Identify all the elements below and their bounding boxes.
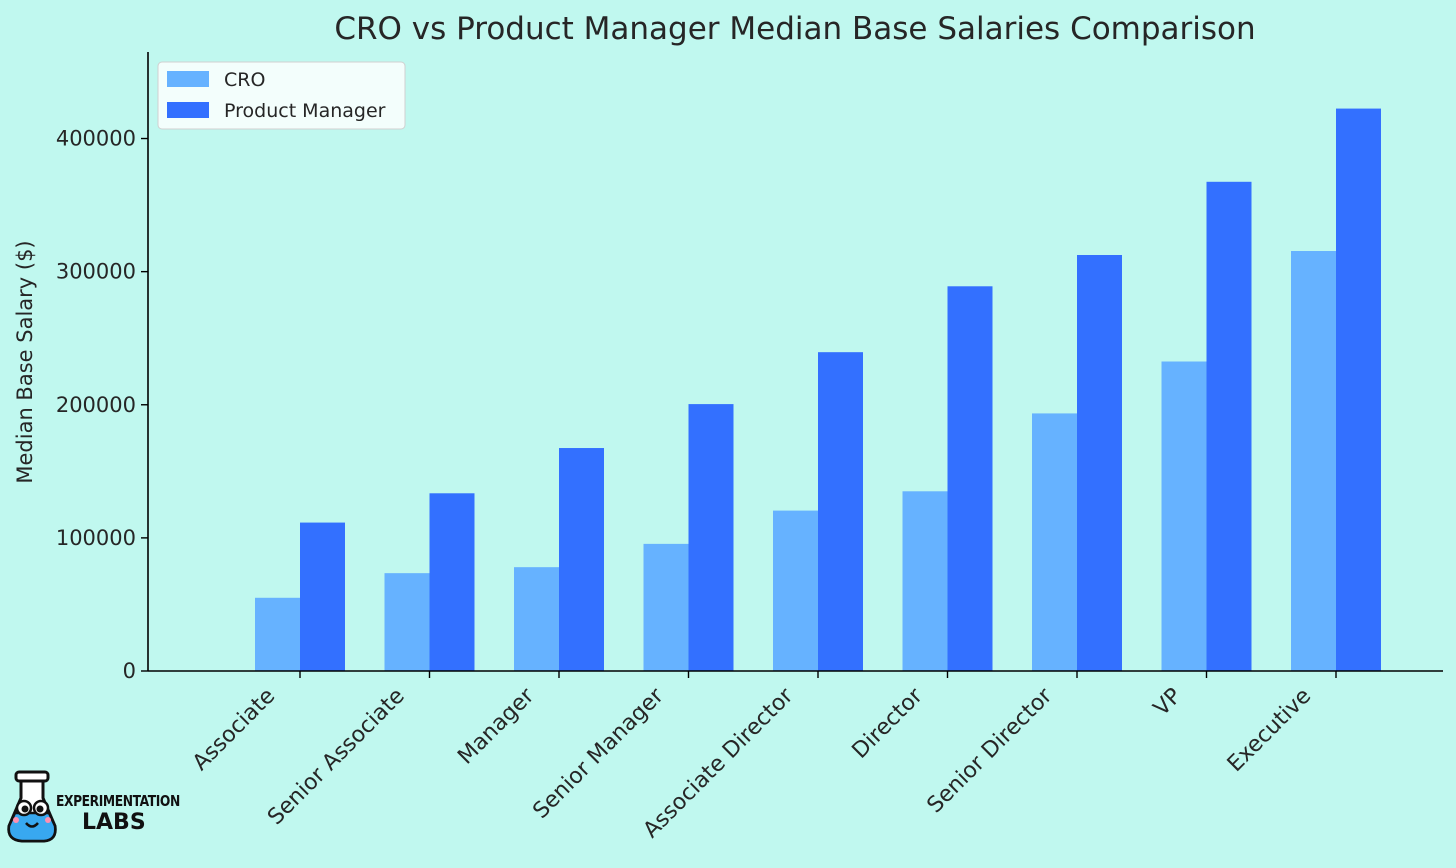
legend-label-product-manager: Product Manager	[224, 100, 386, 122]
y-tick-label: 100000	[56, 526, 136, 550]
legend-swatch-cro	[167, 71, 209, 87]
flask-mascot-icon	[7, 770, 57, 843]
product-manager-bar-vp	[1206, 181, 1252, 671]
y-tick-label: 400000	[56, 127, 136, 151]
cro-bar-manager	[514, 567, 559, 671]
y-tick-label: 0	[123, 659, 136, 683]
y-axis-ticks: 0 100000 200000 300000 400000	[56, 127, 148, 683]
cro-bar-associate	[255, 597, 300, 671]
cro-bar-senior-director	[1032, 413, 1077, 671]
cro-bar-senior-associate	[384, 573, 430, 671]
product-manager-bar-associate-director	[818, 352, 863, 671]
product-manager-bar-executive	[1336, 108, 1381, 672]
legend-label-cro: CRO	[224, 69, 265, 91]
cro-bar-executive	[1291, 251, 1336, 671]
product-manager-bar-associate	[300, 522, 345, 671]
x-tick-label: Manager	[453, 683, 540, 770]
product-manager-bar-manager	[559, 448, 604, 671]
x-tick-label: Senior Associate	[263, 684, 410, 831]
x-tick-label: Executive	[1223, 684, 1316, 777]
x-tick-label: Senior Director	[923, 683, 1058, 818]
product-manager-bar-senior-associate	[429, 493, 475, 671]
x-tick-label: Senior Manager	[528, 683, 669, 824]
chart-title: CRO vs Product Manager Median Base Salar…	[334, 11, 1255, 47]
logo-text-line1: EXPERIMENTATION	[56, 792, 180, 810]
logo-text-line2: LABS	[82, 810, 146, 835]
legend-frame	[157, 61, 406, 130]
legend-swatch-product-manager	[167, 102, 209, 118]
x-tick-label: Associate	[188, 684, 280, 776]
legend: CRO Product Manager	[157, 61, 406, 130]
cro-bar-director	[902, 491, 948, 671]
bars-group	[255, 108, 1381, 672]
x-tick-label: Director	[848, 683, 929, 764]
cro-bar-vp	[1161, 361, 1207, 671]
y-tick-label: 200000	[56, 393, 136, 417]
y-tick-label: 300000	[56, 260, 136, 284]
cro-bar-senior-manager	[643, 543, 689, 671]
product-manager-bar-senior-manager	[688, 404, 734, 671]
cro-bar-associate-director	[773, 510, 818, 671]
x-tick-label: VP	[1149, 684, 1187, 722]
experimentation-labs-logo: EXPERIMENTATION LABS	[4, 768, 180, 848]
y-axis-label: Median Base Salary ($)	[13, 240, 37, 483]
product-manager-bar-director	[947, 286, 993, 671]
product-manager-bar-senior-director	[1077, 255, 1122, 671]
